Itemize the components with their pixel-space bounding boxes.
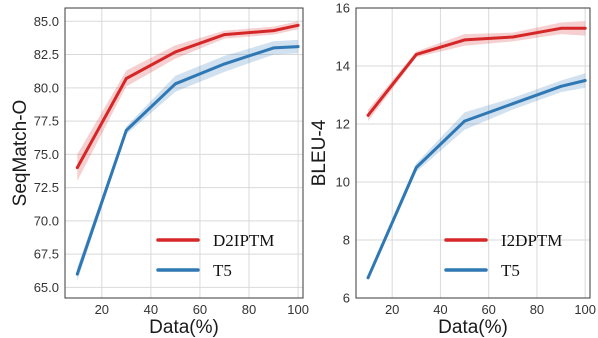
y-axis-label: BLEU-4: [309, 119, 330, 186]
y-tick-label: 12: [336, 117, 350, 132]
data-point-t5: [272, 46, 275, 50]
y-axis-label: SeqMatch-O: [10, 100, 31, 207]
x-tick-label: 80: [530, 302, 544, 317]
data-point-t5: [414, 166, 418, 169]
data-point-i2dptm: [414, 53, 418, 56]
y-tick-label: 72.5: [34, 180, 59, 195]
data-point-d2iptm: [223, 33, 226, 37]
plot-area: [65, 8, 303, 298]
x-tick-label: 60: [481, 302, 495, 317]
axes-frame: [64, 7, 304, 299]
plot-area: [356, 8, 590, 298]
x-tick-label: 80: [242, 302, 256, 317]
x-tick-label: 60: [193, 302, 207, 317]
y-tick-label: 16: [336, 1, 350, 16]
data-point-d2iptm: [296, 23, 300, 27]
axes-frame: [355, 7, 591, 299]
y-tick-label: 80.0: [34, 80, 59, 95]
data-point-i2dptm: [511, 35, 515, 39]
data-point-t5: [366, 276, 370, 280]
data-point-i2dptm: [366, 113, 370, 117]
y-tick-label: 10: [336, 175, 350, 190]
chart-bleu-4: 20 40 60 80 100 6 8 10 12 14 16 Data(%) BLEU-4 I2DPTM…: [309, 1, 596, 338]
data-point-d2iptm: [75, 166, 79, 170]
x-tick-label: 20: [385, 302, 399, 317]
data-point-d2iptm: [272, 29, 275, 33]
data-point-i2dptm: [463, 38, 466, 42]
x-tick-label: 40: [144, 302, 158, 317]
chart-seqmatch-o: 20 40 60 80 100 65.0 67.5 70.0 72.5 75.0 77.5 80.0 8…: [10, 7, 309, 338]
data-point-t5: [124, 128, 128, 132]
x-tick-label: 40: [433, 302, 447, 317]
data-point-t5: [559, 84, 563, 88]
series-line-i2dptm: [366, 26, 587, 117]
y-tick-label: 6: [343, 291, 350, 306]
data-point-t5: [463, 119, 466, 123]
y-tick-label: 77.5: [34, 114, 59, 129]
legend-label-i2dptm: I2DPTM: [501, 231, 562, 250]
data-point-t5: [75, 272, 79, 276]
y-tick-label: 70.0: [34, 213, 59, 228]
y-tick-label: 67.5: [34, 247, 59, 262]
data-point-i2dptm: [583, 26, 587, 30]
series-line-t5: [366, 79, 587, 280]
series-line-d2iptm: [75, 23, 300, 170]
data-point-t5: [583, 79, 587, 82]
data-point-t5: [174, 82, 177, 86]
legend-label-t5: T5: [213, 261, 232, 280]
x-tick-label: 100: [287, 302, 309, 317]
confidence-band-d2iptm: [77, 21, 299, 181]
data-point-i2dptm: [559, 26, 563, 30]
data-point-t5: [511, 102, 515, 106]
y-tick-label: 82.5: [34, 47, 59, 62]
data-point-d2iptm: [124, 77, 128, 80]
x-axis-label: Data(%): [149, 317, 219, 338]
x-axis-label: Data(%): [438, 317, 508, 338]
data-point-t5: [296, 45, 300, 48]
y-tick-label: 65.0: [34, 280, 59, 295]
data-point-t5: [223, 62, 226, 66]
legend-label-t5: T5: [501, 261, 520, 280]
legend-label-d2iptm: D2IPTM: [213, 231, 274, 250]
x-tick-label: 100: [574, 302, 596, 317]
y-tick-label: 14: [336, 59, 350, 74]
series-line-t5: [75, 45, 300, 276]
x-tick-label: 20: [95, 302, 109, 317]
data-point-d2iptm: [174, 50, 177, 54]
confidence-band-i2dptm: [368, 21, 586, 122]
y-tick-label: 8: [343, 233, 350, 248]
y-tick-label: 85.0: [34, 14, 59, 29]
y-tick-label: 75.0: [34, 147, 59, 162]
